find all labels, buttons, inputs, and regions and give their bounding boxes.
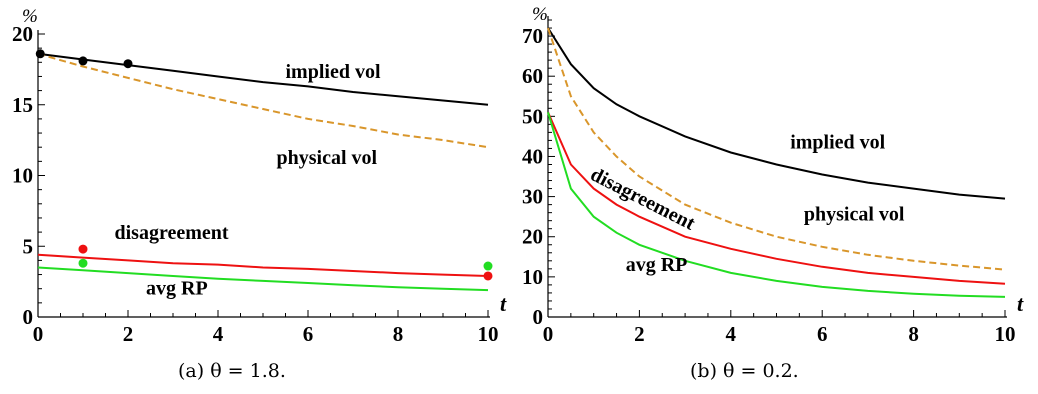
- y-tick-label: 15: [12, 93, 33, 117]
- y-tick-label: 30: [522, 185, 543, 209]
- x-tick-label: 8: [393, 322, 404, 346]
- annotation-implied: implied vol: [790, 131, 885, 153]
- series-line-physical: [547, 27, 1006, 271]
- y-tick-label: 20: [522, 225, 543, 249]
- x-axis-label: t: [500, 291, 507, 316]
- data-point-implied: [123, 59, 133, 69]
- y-tick-label: 60: [522, 64, 543, 88]
- y-axis-label: %: [22, 6, 38, 27]
- x-tick-label: 4: [726, 322, 737, 346]
- series-line-implied: [547, 27, 1006, 200]
- x-tick-label: 8: [908, 322, 919, 346]
- series-line-disagreement: [37, 253, 489, 277]
- x-tick-label: 4: [213, 322, 224, 346]
- chart-panel-b: 0 2 4 6 8 10 0 10 20 30 40 50 60 70% t implied vol physi…: [522, 4, 1024, 346]
- caption-b: (b) θ = 0.2.: [690, 360, 799, 382]
- series-line-avg: [37, 266, 489, 292]
- y-tick-label: 10: [522, 265, 543, 289]
- y-tick-label: 20: [12, 22, 33, 46]
- series-line-physical: [37, 52, 489, 149]
- series-line-implied: [37, 52, 489, 106]
- y-tick-label: 40: [522, 144, 543, 168]
- caption-a: (a) θ = 1.8.: [178, 360, 286, 382]
- annotation-physical: physical vol: [277, 147, 378, 169]
- series-line-avg: [547, 112, 1006, 298]
- y-tick-label: 0: [533, 305, 544, 329]
- x-tick-label: 0: [33, 322, 44, 346]
- y-tick-label: 50: [522, 104, 543, 128]
- y-axis-label: %: [532, 4, 548, 25]
- y-tick-label: 70: [522, 24, 543, 48]
- x-tick-label: 0: [543, 322, 554, 346]
- x-tick-label: 6: [303, 322, 314, 346]
- annotation-physical: physical vol: [804, 204, 905, 226]
- x-axis-label: t: [1017, 291, 1024, 316]
- x-tick-label: 6: [817, 322, 828, 346]
- annotation-avg: avg RP: [626, 254, 688, 276]
- y-tick-label: 5: [23, 234, 34, 258]
- x-tick-label: 10: [995, 322, 1016, 346]
- x-tick-label: 2: [123, 322, 134, 346]
- x-tick-label: 2: [634, 322, 645, 346]
- data-point-implied: [35, 49, 45, 59]
- annotation-implied: implied vol: [286, 61, 381, 83]
- y-tick-label: 0: [23, 305, 34, 329]
- annotation-disagreement: disagreement: [115, 222, 229, 244]
- x-tick-label: 10: [478, 322, 499, 346]
- annotation-avg: avg RP: [146, 277, 208, 299]
- data-point-avg: [78, 258, 88, 268]
- data-point-disagreement: [483, 271, 493, 281]
- chart-panel-a: 0 2 4 6 8 10 0 5 10 15 20% t implied vol physical vol…: [12, 6, 507, 346]
- data-point-disagreement: [78, 244, 88, 254]
- data-point-avg: [483, 261, 493, 271]
- y-tick-label: 10: [12, 164, 33, 188]
- series-line-disagreement: [547, 111, 1006, 285]
- data-point-implied: [78, 56, 88, 66]
